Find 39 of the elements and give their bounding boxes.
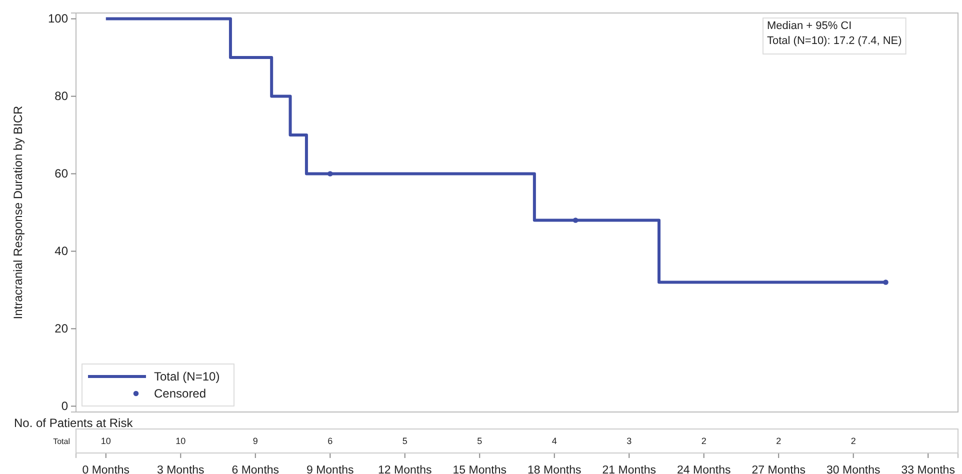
- point: [572, 218, 578, 223]
- x-tick-label: 33 Months: [901, 464, 956, 474]
- y-tick-label: 0: [61, 399, 68, 414]
- x-tick-label: 0 Months: [82, 464, 130, 474]
- point: [327, 171, 333, 176]
- y-tick-label: 40: [54, 244, 68, 258]
- x-tick-label: 6 Months: [232, 464, 280, 474]
- text: 10: [176, 436, 186, 446]
- text: No. of Patients at Risk: [14, 416, 134, 430]
- y-tick-label: 60: [54, 166, 68, 181]
- text: 2: [701, 436, 706, 446]
- x-tick-label: 30 Months: [826, 464, 880, 474]
- text: 5: [477, 436, 482, 446]
- x-tick-label: 24 Months: [677, 464, 731, 474]
- legend-label: Total (N=10): [154, 370, 220, 384]
- y-tick-label: 100: [48, 12, 68, 26]
- annotation: Total (N=10): 17.2 (7.4, NE): [767, 35, 902, 47]
- x-tick-label: 18 Months: [528, 464, 582, 474]
- text: Total: [53, 436, 70, 446]
- annotation: Median + 95% CI: [767, 20, 852, 32]
- point: [883, 280, 888, 285]
- text: 5: [402, 436, 408, 446]
- text: 4: [552, 436, 557, 446]
- text: 2: [850, 436, 856, 446]
- y-tick-label: 80: [54, 89, 68, 104]
- y-tick-label: 20: [54, 322, 68, 336]
- text: 6: [328, 436, 333, 446]
- x-tick-label: 21 Months: [602, 464, 656, 474]
- legend-label: Censored: [154, 386, 206, 401]
- text: 9: [252, 436, 258, 446]
- x-tick-label: 15 Months: [452, 464, 507, 474]
- x-tick-label: 12 Months: [378, 464, 432, 474]
- x-tick-label: 3 Months: [156, 464, 205, 474]
- x-tick-label: 9 Months: [306, 464, 354, 474]
- x-tick-label: 27 Months: [752, 464, 806, 474]
- text: 2: [776, 436, 782, 446]
- text: 3: [626, 436, 632, 446]
- y-axis-title: Intracranial Response Duration by BICR: [11, 105, 25, 320]
- text: 10: [100, 436, 111, 446]
